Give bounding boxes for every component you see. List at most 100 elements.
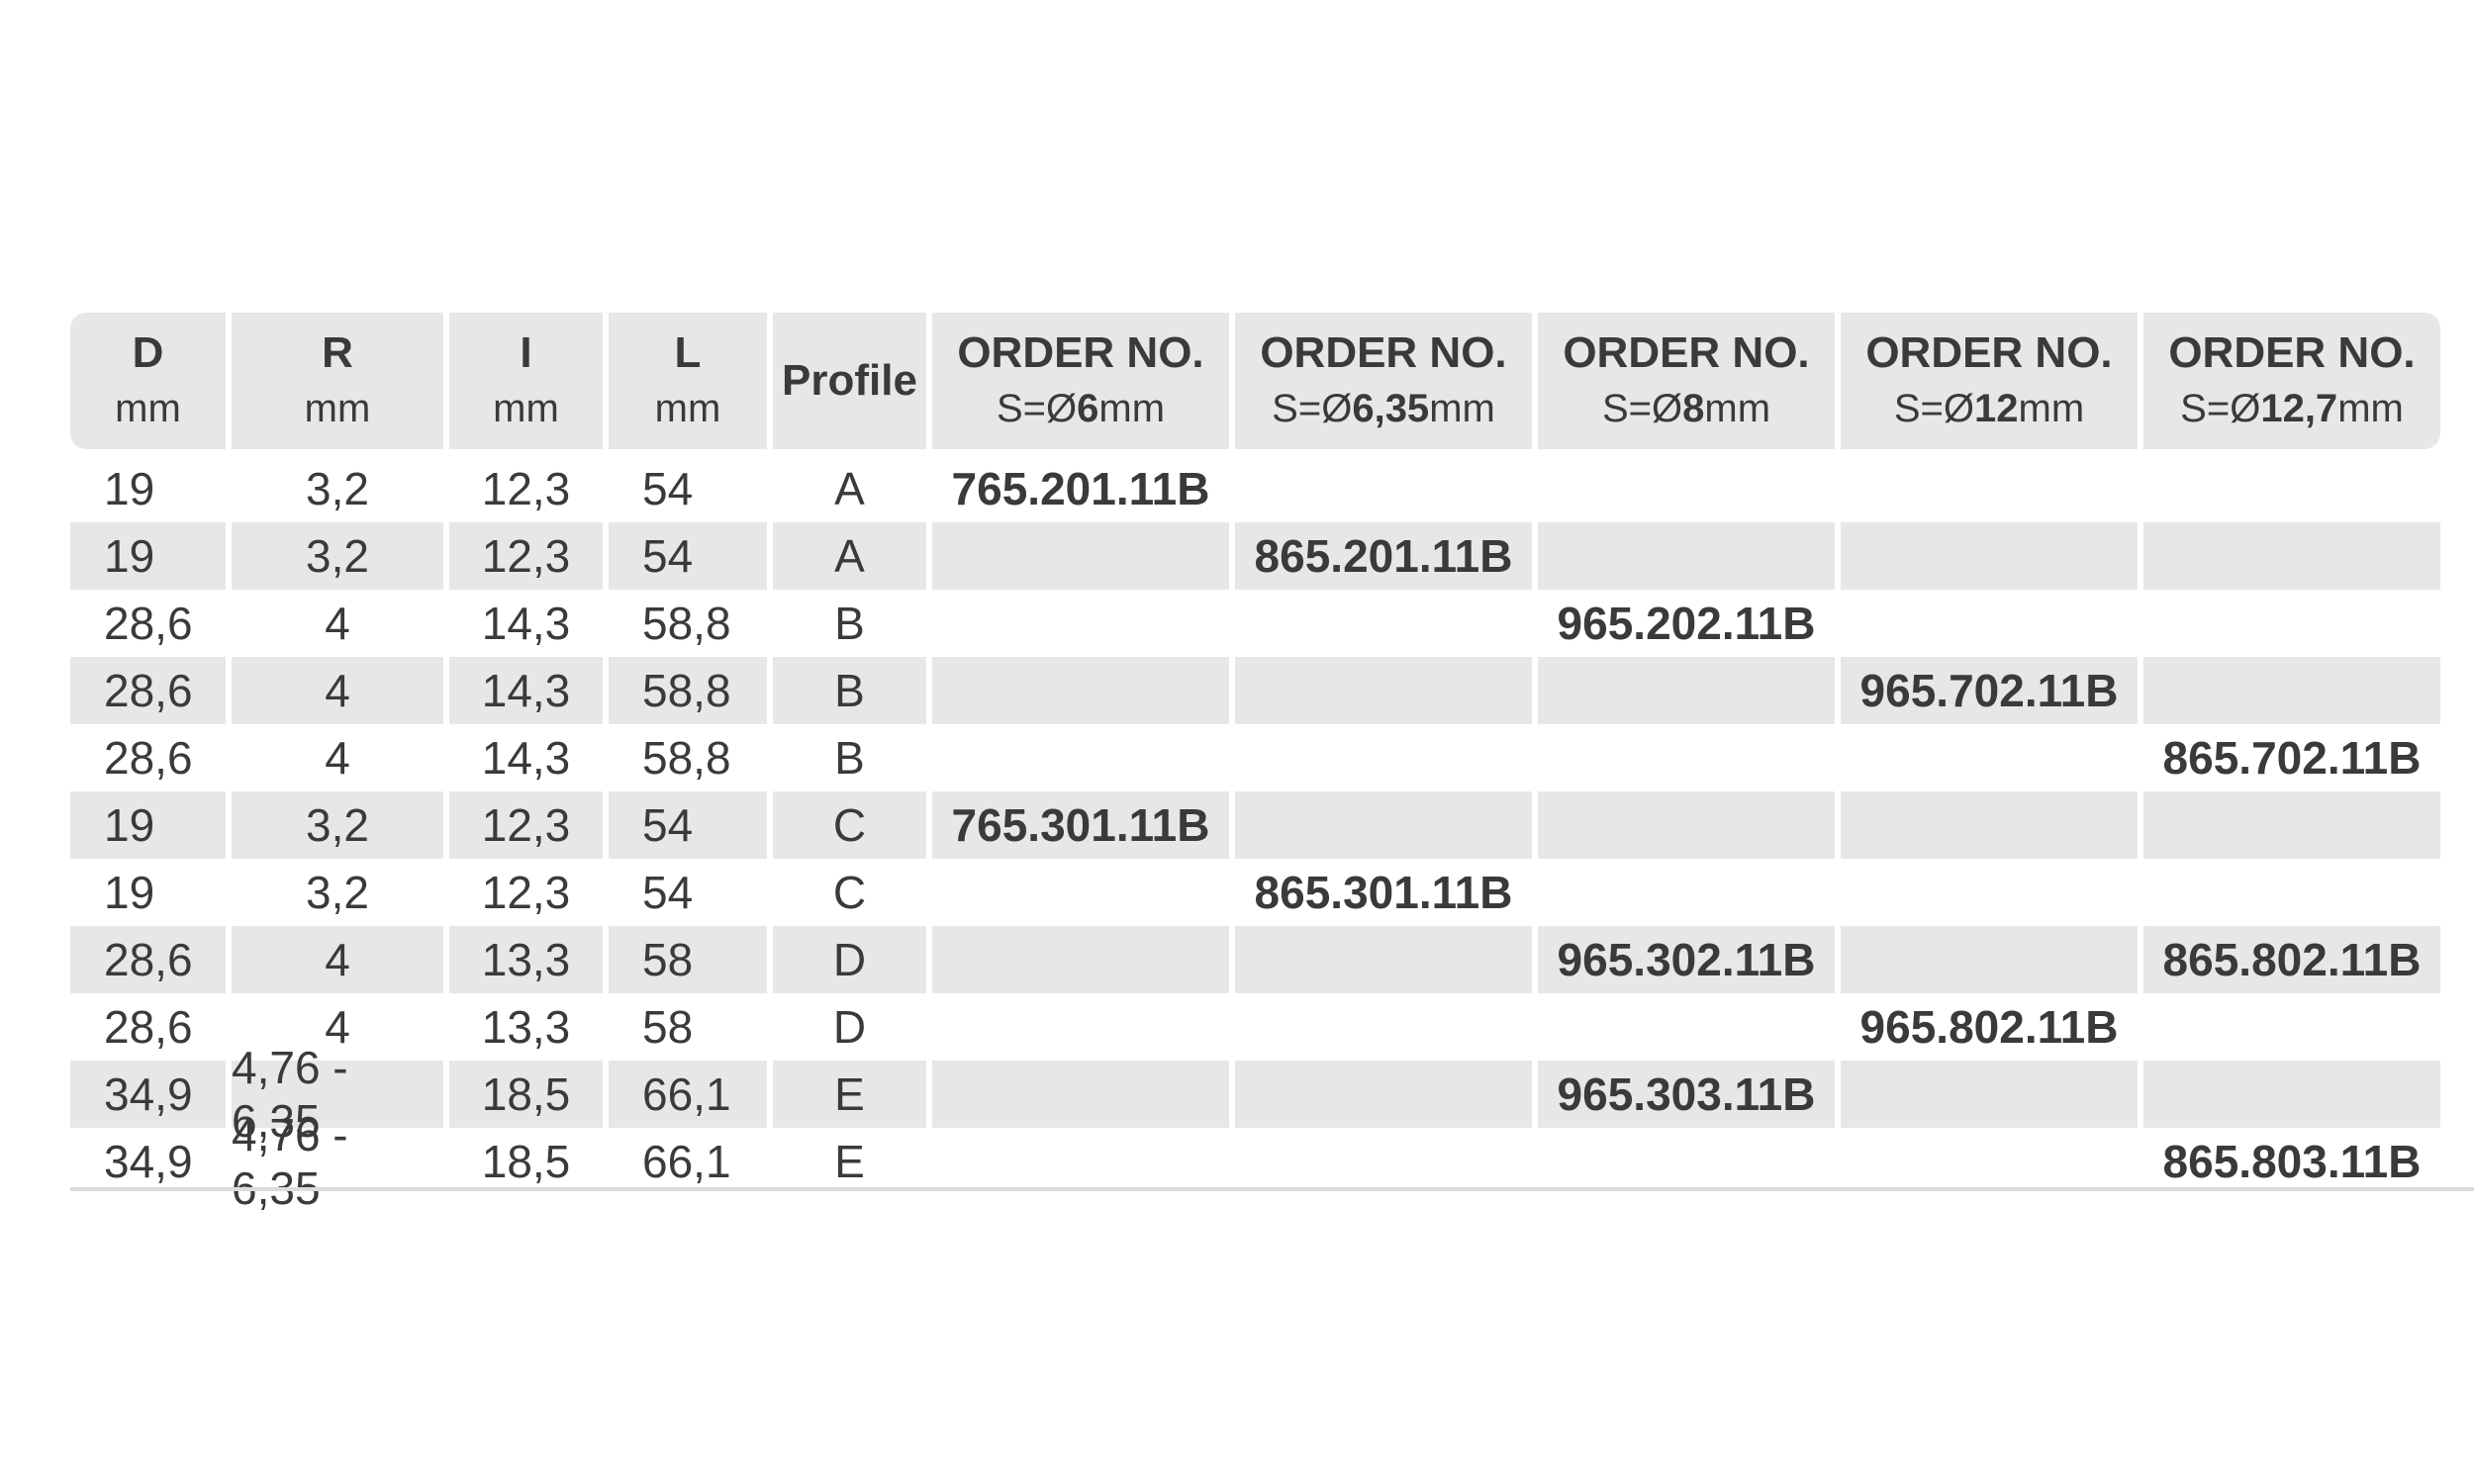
cell: 58,8 <box>642 598 731 649</box>
header-unit: mm <box>1429 387 1495 430</box>
order-cell: 865.702.11B <box>2162 732 2422 784</box>
cell: 18,5 <box>481 1136 571 1187</box>
table-row: 28,6 4 14,3 58,8 B 865.702.11B <box>70 724 2440 791</box>
cell: 3,2 <box>232 522 443 590</box>
cell: E <box>773 1061 926 1128</box>
table-row: 19 3,2 12,3 54 C 765.301.11B <box>70 791 2440 859</box>
table-bottom-rule <box>70 1187 2474 1191</box>
header-unit: mm <box>493 387 559 430</box>
cell: 54 <box>642 463 694 514</box>
cell: 28,6 <box>104 732 193 784</box>
order-cell <box>932 993 1229 1061</box>
header-sub: S=Ø8mm <box>1602 381 1770 436</box>
cell: 4,76 - 6,35 <box>232 1042 443 1147</box>
header-cell: ORDER NO. S=Ø8mm <box>1538 313 1835 449</box>
order-cell <box>1235 1061 1532 1128</box>
cell: 14,3 <box>481 732 571 784</box>
order-cell: 965.702.11B <box>1841 657 2138 724</box>
header-size: 12,7 <box>2260 387 2338 430</box>
cell: 3,2 <box>306 867 369 918</box>
order-cell: 965.303.11B <box>1538 1061 1835 1128</box>
order-cell <box>2143 590 2440 657</box>
header-prefix: S=Ø <box>996 387 1078 430</box>
order-cell <box>1538 791 1835 859</box>
header-sub: S=Ø6,35mm <box>1272 381 1495 436</box>
order-cell <box>932 926 1229 993</box>
order-cell <box>1538 455 1835 522</box>
order-cell <box>2143 859 2440 926</box>
header-label: D <box>132 328 164 377</box>
order-cell <box>1235 724 1532 791</box>
cell: 28,6 <box>104 1001 193 1053</box>
cell: 58,8 <box>609 657 767 724</box>
header-prefix: S=Ø <box>1893 387 1974 430</box>
cell: 4,76 - 6,35 <box>232 1109 348 1214</box>
cell: C <box>832 867 867 918</box>
header-size: 8 <box>1682 387 1705 430</box>
header-label: L <box>674 328 702 377</box>
order-cell <box>1538 522 1835 590</box>
header-label: ORDER NO. <box>957 328 1204 377</box>
header-prefix: S=Ø <box>2180 387 2261 430</box>
header-sub: S=Ø12mm <box>1894 381 2084 436</box>
cell: 4 <box>232 926 443 993</box>
order-cell: 965.802.11B <box>1859 1001 2119 1053</box>
order-cell <box>2143 993 2440 1061</box>
cell: 14,3 <box>481 598 571 649</box>
table-row: 19 3,2 12,3 54 A 865.201.11B <box>70 522 2440 590</box>
order-cell <box>2143 657 2440 724</box>
cell: 19 <box>70 791 226 859</box>
table-row: 34,9 4,76 - 6,35 18,5 66,1 E 865.803.11B <box>70 1109 2440 1214</box>
header-unit: mm <box>1704 387 1771 430</box>
order-cell <box>1538 1128 1835 1195</box>
cell: A <box>773 522 926 590</box>
order-cell <box>932 657 1229 724</box>
cell: 19 <box>104 867 155 918</box>
header-label: ORDER NO. <box>1260 328 1507 377</box>
cell: B <box>834 598 865 649</box>
cell: A <box>834 463 865 514</box>
order-cell <box>1841 522 2138 590</box>
order-cell <box>1538 859 1835 926</box>
cell: B <box>834 732 865 784</box>
order-cell: 865.301.11B <box>1254 867 1513 918</box>
cell: D <box>832 1001 867 1053</box>
table-row: 34,9 4,76 - 6,35 18,5 66,1 E 965.303.11B <box>70 1042 2440 1147</box>
cell: C <box>773 791 926 859</box>
cell: D <box>773 926 926 993</box>
order-cell <box>1841 926 2138 993</box>
order-cell <box>1235 1128 1532 1195</box>
cell: B <box>773 657 926 724</box>
order-cell <box>1235 590 1532 657</box>
order-cell <box>1841 455 2138 522</box>
order-cell <box>1841 791 2138 859</box>
header-label: I <box>520 328 532 377</box>
cell: 54 <box>609 522 767 590</box>
order-cell <box>1538 724 1835 791</box>
order-cell: 965.202.11B <box>1557 598 1816 649</box>
order-cell <box>2143 455 2440 522</box>
order-cell: 865.201.11B <box>1235 522 1532 590</box>
header-unit: mm <box>654 387 721 430</box>
header-cell: Profile <box>773 313 926 449</box>
order-cell: 865.802.11B <box>2143 926 2440 993</box>
cell: 66,1 <box>642 1136 731 1187</box>
header-unit: mm <box>2018 387 2085 430</box>
order-cell <box>1235 657 1532 724</box>
cell: 4 <box>325 598 350 649</box>
header-cell: ORDER NO. S=Ø6mm <box>932 313 1229 449</box>
header-sub: S=Ø12,7mm <box>2180 381 2404 436</box>
order-cell <box>932 859 1229 926</box>
order-cell <box>1235 791 1532 859</box>
order-cell <box>1235 455 1532 522</box>
order-cell <box>2143 522 2440 590</box>
table-row: 28,6 4 13,3 58 D 965.302.11B 865.802.11B <box>70 926 2440 993</box>
cell: 28,6 <box>104 598 193 649</box>
cell: 12,3 <box>481 463 571 514</box>
order-cell <box>1235 926 1532 993</box>
header-cell: ORDER NO. S=Ø12mm <box>1841 313 2138 449</box>
cell: 3,2 <box>232 791 443 859</box>
